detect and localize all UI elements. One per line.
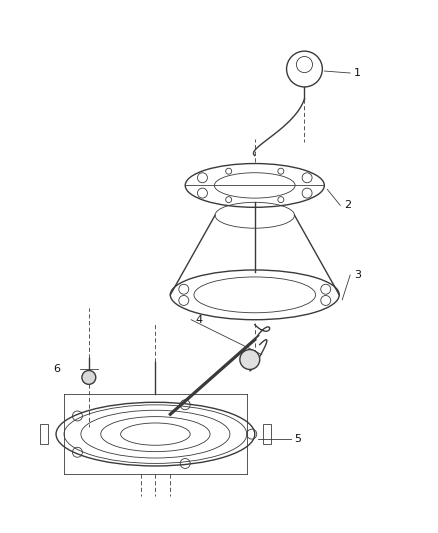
Text: 1: 1 [354,68,361,78]
Text: 5: 5 [294,434,301,444]
Text: 6: 6 [53,365,60,375]
Text: 3: 3 [354,270,361,280]
Text: 4: 4 [195,314,202,325]
Circle shape [240,350,260,369]
Circle shape [82,370,96,384]
Text: 2: 2 [344,200,351,211]
